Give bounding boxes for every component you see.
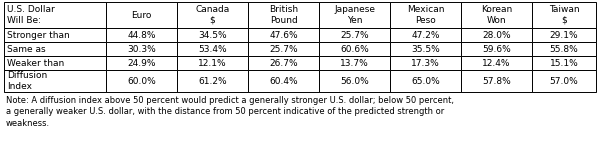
Bar [390,70,461,92]
Bar [177,56,248,70]
Text: 65.0%: 65.0% [411,76,440,86]
Bar [461,56,532,70]
Text: Euro: Euro [131,10,152,19]
Bar [532,2,596,28]
Text: 26.7%: 26.7% [269,58,298,68]
Bar [532,42,596,56]
Bar [4,28,106,42]
Text: 47.2%: 47.2% [412,31,440,39]
Bar [390,56,461,70]
Bar [248,2,319,28]
Text: Taiwan
$: Taiwan $ [549,5,580,25]
Text: 60.0%: 60.0% [127,76,156,86]
Text: 17.3%: 17.3% [411,58,440,68]
Text: 57.0%: 57.0% [550,76,578,86]
Bar [177,42,248,56]
Text: 60.4%: 60.4% [269,76,298,86]
Bar [319,28,390,42]
Bar [106,2,177,28]
Bar [319,42,390,56]
Text: 34.5%: 34.5% [198,31,227,39]
Bar [4,2,106,28]
Text: Weaker than: Weaker than [7,58,64,68]
Text: 25.7%: 25.7% [340,31,369,39]
Text: Mexican
Peso: Mexican Peso [407,5,445,25]
Bar [319,2,390,28]
Bar [319,70,390,92]
Bar [106,28,177,42]
Text: 57.8%: 57.8% [482,76,511,86]
Bar [177,2,248,28]
Bar [461,28,532,42]
Text: British
Pound: British Pound [269,5,298,25]
Text: 28.0%: 28.0% [482,31,511,39]
Bar [106,56,177,70]
Text: 13.7%: 13.7% [340,58,369,68]
Text: 47.6%: 47.6% [269,31,298,39]
Text: 59.6%: 59.6% [482,45,511,53]
Bar [106,42,177,56]
Bar [390,2,461,28]
Bar [532,56,596,70]
Bar [4,70,106,92]
Text: Japanese
Yen: Japanese Yen [334,5,375,25]
Bar [4,56,106,70]
Text: 25.7%: 25.7% [269,45,298,53]
Bar [390,42,461,56]
Text: 61.2%: 61.2% [198,76,227,86]
Bar [248,42,319,56]
Bar [461,70,532,92]
Text: Diffusion
Index: Diffusion Index [7,71,47,91]
Bar [532,70,596,92]
Text: Canada
$: Canada $ [196,5,230,25]
Text: 24.9%: 24.9% [127,58,156,68]
Bar [177,70,248,92]
Text: 30.3%: 30.3% [127,45,156,53]
Text: Korean
Won: Korean Won [481,5,512,25]
Bar [532,28,596,42]
Bar [106,70,177,92]
Text: 56.0%: 56.0% [340,76,369,86]
Bar [319,56,390,70]
Text: Stronger than: Stronger than [7,31,70,39]
Text: 53.4%: 53.4% [198,45,227,53]
Bar [461,2,532,28]
Text: U.S. Dollar
Will Be:: U.S. Dollar Will Be: [7,5,55,25]
Bar [248,28,319,42]
Text: Same as: Same as [7,45,46,53]
Bar [390,28,461,42]
Text: 55.8%: 55.8% [550,45,578,53]
Bar [461,42,532,56]
Bar [248,70,319,92]
Text: 35.5%: 35.5% [411,45,440,53]
Text: 60.6%: 60.6% [340,45,369,53]
Bar [4,42,106,56]
Bar [248,56,319,70]
Bar [177,28,248,42]
Text: 12.4%: 12.4% [482,58,511,68]
Text: Note: A diffusion index above 50 percent would predict a generally stronger U.S.: Note: A diffusion index above 50 percent… [6,96,454,128]
Text: 44.8%: 44.8% [127,31,156,39]
Text: 15.1%: 15.1% [550,58,578,68]
Text: 29.1%: 29.1% [550,31,578,39]
Text: 12.1%: 12.1% [198,58,227,68]
